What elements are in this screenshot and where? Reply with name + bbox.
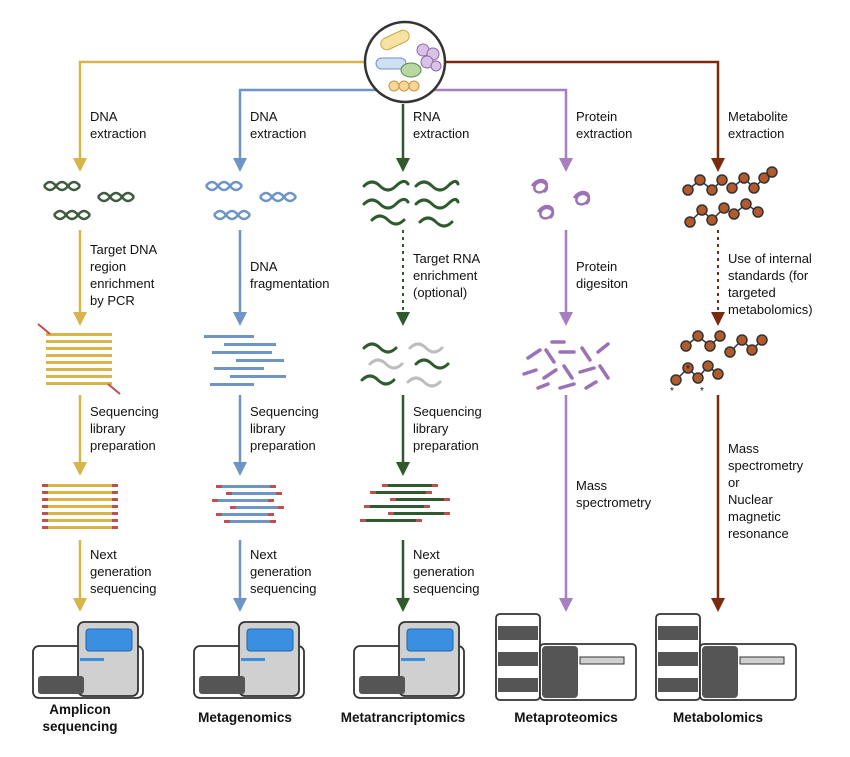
dna-fragments-icon xyxy=(204,335,286,386)
metaproteomics-extraction-label: Protein xyxy=(576,109,617,124)
peptides-icon xyxy=(522,340,610,390)
sequencer-machine-icon xyxy=(353,621,465,699)
metaproteomics-step2-label: Mass xyxy=(576,478,608,493)
metagenomics-step2-label: Sequencing xyxy=(250,404,319,419)
metabolomics-step1-label: standards (for xyxy=(728,268,809,283)
connector-metagenomics xyxy=(238,88,380,160)
metatranscriptomics-extraction-label: extraction xyxy=(413,126,469,141)
step-labels: DNA extraction Target DNA region enrichment b… xyxy=(90,109,813,596)
metagenomics-step1-label: DNA xyxy=(250,259,278,274)
svg-text:*: * xyxy=(670,386,674,397)
arrowhead xyxy=(396,158,410,172)
metatranscriptomics-step3-label: sequencing xyxy=(413,581,480,596)
metabolomics-step1-label: targeted xyxy=(728,285,776,300)
amplicon-title: sequencing xyxy=(42,719,117,734)
connector-amplicon xyxy=(78,60,372,160)
metabolomics-extraction-label: Metabolite xyxy=(728,109,788,124)
metatranscriptomics-step1-label: (optional) xyxy=(413,285,467,300)
microbial-community-icon xyxy=(363,20,447,104)
metabolomics-step1-label: metabolomics) xyxy=(728,302,813,317)
amplicon-step3-label: generation xyxy=(90,564,151,579)
workflow-metagenomics xyxy=(193,180,305,699)
arrowhead xyxy=(233,158,247,172)
metagenomics-step3-label: sequencing xyxy=(250,581,317,596)
sequencer-machine-icon xyxy=(193,621,305,699)
metabolomics-extraction-label: extraction xyxy=(728,126,784,141)
metatranscriptomics-step1-label: Target RNA xyxy=(413,251,481,266)
rna-enriched-icon xyxy=(360,342,450,388)
metaproteomics-title: Metaproteomics xyxy=(514,710,618,725)
amplicon-step2-label: Sequencing xyxy=(90,404,159,419)
arrowhead xyxy=(559,158,573,172)
amplicon-step3-label: Next xyxy=(90,547,117,562)
metatranscriptomics-step2-label: library xyxy=(413,421,449,436)
dna-helix-icon xyxy=(205,180,297,221)
svg-text:*: * xyxy=(700,386,704,397)
mass-spectrometer-icon xyxy=(655,613,797,701)
metabolite-chain-icon xyxy=(682,166,778,228)
metagenomics-step2-label: library xyxy=(250,421,286,436)
labeled-metabolites-icon: * * * xyxy=(670,330,768,397)
metatranscriptomics-step3-label: Next xyxy=(413,547,440,562)
arrowhead xyxy=(711,158,725,172)
metaproteomics-extraction-label: extraction xyxy=(576,126,632,141)
amplicon-step2-label: library xyxy=(90,421,126,436)
metatranscriptomics-step2-label: Sequencing xyxy=(413,404,482,419)
metabolomics-step2-label: or xyxy=(728,475,740,490)
workflow-titles: Amplicon sequencing Metagenomics Metatrancr… xyxy=(42,702,763,734)
sequencer-machine-icon xyxy=(32,621,144,699)
amplicon-title: Amplicon xyxy=(49,702,111,717)
pcr-amplicons-icon xyxy=(37,323,121,395)
library-fragments-icon xyxy=(212,485,284,523)
metabolomics-step2-label: magnetic xyxy=(728,509,781,524)
metatranscriptomics-step1-label: enrichment xyxy=(413,268,478,283)
metagenomics-extraction-label: extraction xyxy=(250,126,306,141)
metabolomics-step2-label: resonance xyxy=(728,526,789,541)
library-fragments-icon xyxy=(42,484,118,529)
metatranscriptomics-step3-label: generation xyxy=(413,564,474,579)
top-connectors xyxy=(73,60,725,172)
metatranscriptomics-step2-label: preparation xyxy=(413,438,479,453)
workflow-metatranscriptomics xyxy=(353,179,465,699)
metabolomics-step2-label: Mass xyxy=(728,441,760,456)
metabolomics-step2-label: Nuclear xyxy=(728,492,773,507)
amplicon-extraction-label: extraction xyxy=(90,126,146,141)
amplicon-step2-label: preparation xyxy=(90,438,156,453)
connector-metabolomics xyxy=(440,60,720,160)
metagenomics-step3-label: Next xyxy=(250,547,277,562)
metagenomics-step3-label: generation xyxy=(250,564,311,579)
workflow-metabolomics: * * * xyxy=(655,166,797,701)
metagenomics-step1-label: fragmentation xyxy=(250,276,330,291)
metabolomics-step1-label: Use of internal xyxy=(728,251,812,266)
amplicon-step1-label: region xyxy=(90,259,126,274)
library-fragments-icon xyxy=(360,484,450,522)
metagenomics-title: Metagenomics xyxy=(198,710,292,725)
metabolomics-step2-label: spectrometry xyxy=(728,458,804,473)
amplicon-step1-label: Target DNA xyxy=(90,242,158,257)
metaproteomics-step2-label: spectrometry xyxy=(576,495,652,510)
workflow-metaproteomics xyxy=(495,178,637,701)
metagenomics-extraction-label: DNA xyxy=(250,109,278,124)
metabolomics-title: Metabolomics xyxy=(673,710,763,725)
workflow-amplicon xyxy=(32,180,144,699)
amplicon-extraction-label: DNA xyxy=(90,109,118,124)
metatranscriptomics-title: Metatrancriptomics xyxy=(341,710,466,725)
amplicon-step1-label: enrichment xyxy=(90,276,155,291)
metaproteomics-step1-label: Protein xyxy=(576,259,617,274)
mass-spectrometer-icon xyxy=(495,613,637,701)
rna-strands-icon xyxy=(362,179,460,228)
dna-helix-icon xyxy=(43,180,135,221)
amplicon-step1-label: by PCR xyxy=(90,293,135,308)
arrowhead xyxy=(73,158,87,172)
amplicon-step3-label: sequencing xyxy=(90,581,157,596)
metagenomics-step2-label: preparation xyxy=(250,438,316,453)
metaproteomics-step1-label: digesiton xyxy=(576,276,628,291)
connector-metaproteomics xyxy=(428,88,568,160)
svg-text:*: * xyxy=(686,364,690,375)
protein-icon xyxy=(530,178,591,220)
metatranscriptomics-extraction-label: RNA xyxy=(413,109,441,124)
